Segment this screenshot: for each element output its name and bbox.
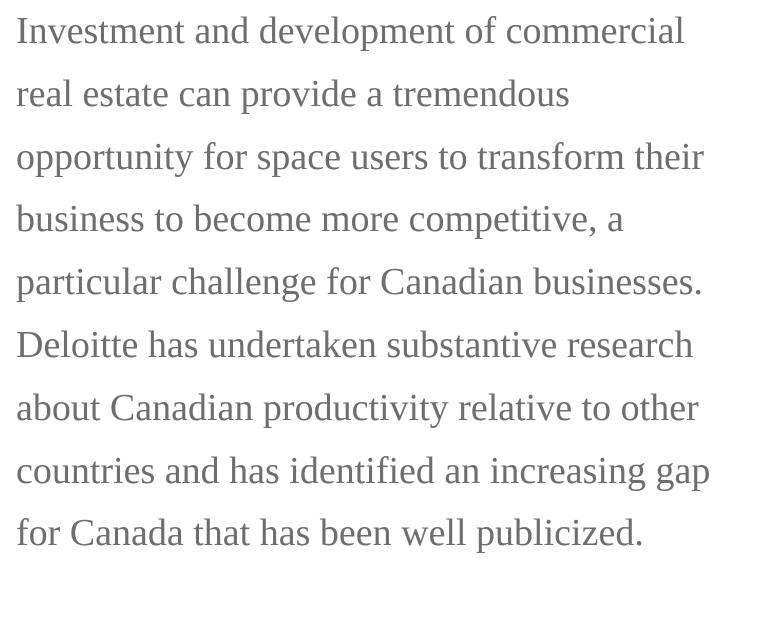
- text-line: Investment and development of commercial: [16, 10, 685, 52]
- text-line: real estate can provide a tremendous: [16, 72, 570, 115]
- text-line: about Canadian productivity relative to …: [16, 386, 699, 429]
- text-line: business to become more competitive, a: [16, 198, 624, 241]
- text-line: particular challenge for Canadian busine…: [16, 261, 703, 304]
- text-line: Deloitte has undertaken substantive rese…: [16, 323, 694, 366]
- text-line: for Canada that has been well publicized…: [16, 512, 644, 555]
- text-line: opportunity for space users to transform…: [16, 135, 705, 178]
- paragraph: Investment and development of commercial…: [16, 10, 711, 555]
- text-line: countries and has identified an increasi…: [16, 449, 711, 492]
